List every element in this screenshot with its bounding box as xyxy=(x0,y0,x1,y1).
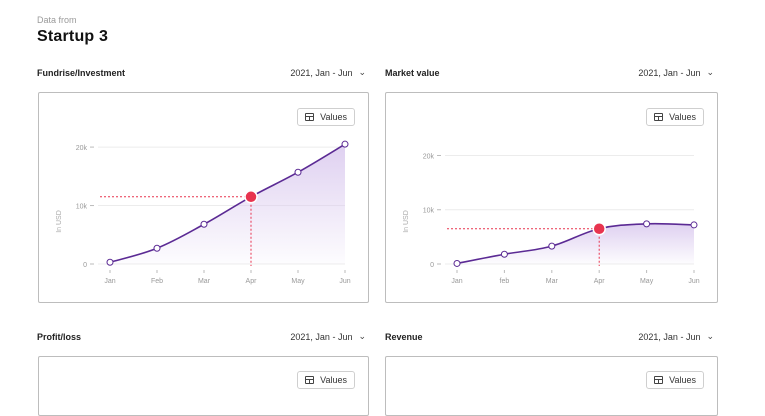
chevron-down-icon: ⌄ xyxy=(358,67,366,77)
section-title-fundrise: Fundrise/Investment xyxy=(37,68,126,78)
data-point xyxy=(341,140,349,148)
x-tick-label: feb xyxy=(500,278,510,285)
data-point xyxy=(643,220,651,228)
table-icon xyxy=(654,113,664,121)
x-tick-label: May xyxy=(291,278,305,285)
table-icon xyxy=(305,376,315,384)
range-select-fundrise[interactable]: 2021, Jan - Jun ⌄ xyxy=(290,67,366,78)
range-select-revenue[interactable]: 2021, Jan - Jun ⌄ xyxy=(638,331,714,342)
chart-card-revenue: Values xyxy=(385,356,718,416)
y-tick-label: 0 xyxy=(430,262,434,269)
range-label: 2021, Jan - Jun xyxy=(638,331,701,342)
y-tick-label: 10k xyxy=(423,208,435,215)
x-tick-label: Jan xyxy=(104,278,115,285)
series-line xyxy=(456,222,695,265)
range-label: 2021, Jan - Jun xyxy=(290,331,353,342)
x-tick-label: Apr xyxy=(246,278,258,285)
table-icon xyxy=(305,113,315,121)
chevron-down-icon: ⌄ xyxy=(706,331,714,341)
data-point xyxy=(500,250,508,258)
x-tick-label: Feb xyxy=(151,278,163,285)
y-axis-label: In USD xyxy=(403,210,410,233)
values-button-label: Values xyxy=(320,112,347,122)
area-fill xyxy=(110,144,345,264)
y-axis-label: In USD xyxy=(56,210,63,233)
section-title-profit: Profit/loss xyxy=(37,332,82,342)
data-point xyxy=(200,220,208,228)
x-tick-label: May xyxy=(640,278,654,285)
values-button-label: Values xyxy=(669,375,696,385)
values-button[interactable]: Values xyxy=(297,108,355,126)
data-point-highlight xyxy=(592,221,606,236)
page-title: Startup 3 xyxy=(37,28,109,45)
x-tick-label: Mar xyxy=(198,278,211,285)
y-tick-label: 0 xyxy=(83,262,87,269)
range-label: 2021, Jan - Jun xyxy=(290,67,353,78)
x-tick-label: Jan xyxy=(451,278,462,285)
chart-fundrise: 0 10k 20k In USD Jan Feb Mar Apr May Jun xyxy=(56,140,351,285)
data-point xyxy=(548,242,556,250)
values-button-label: Values xyxy=(320,375,347,385)
values-button[interactable]: Values xyxy=(646,108,704,126)
x-tick-label: Apr xyxy=(594,278,606,285)
values-button[interactable]: Values xyxy=(297,371,355,389)
range-select-market[interactable]: 2021, Jan - Jun ⌄ xyxy=(638,67,714,78)
range-select-profit[interactable]: 2021, Jan - Jun ⌄ xyxy=(290,331,366,342)
table-icon xyxy=(654,376,664,384)
chart-market: 0 10k 20k In USD Jan feb Mar Apr May Jun xyxy=(403,153,700,285)
values-button-label: Values xyxy=(669,112,696,122)
x-tick-label: Jun xyxy=(339,278,350,285)
data-point xyxy=(690,221,698,229)
series-line xyxy=(109,143,346,264)
data-point xyxy=(453,259,461,267)
range-label: 2021, Jan - Jun xyxy=(638,67,701,78)
chevron-down-icon: ⌄ xyxy=(358,331,366,341)
y-tick-label: 10k xyxy=(76,204,88,211)
chart-card-fundrise: Values 0 10k 20k In USD Jan Feb Mar Apr May Jun xyxy=(38,92,369,303)
chevron-down-icon: ⌄ xyxy=(706,67,714,77)
x-tick-label: Mar xyxy=(546,278,559,285)
section-title-market: Market value xyxy=(385,68,440,78)
y-tick-label: 20k xyxy=(76,145,88,152)
section-title-revenue: Revenue xyxy=(385,332,423,342)
data-point-highlight xyxy=(244,190,258,204)
values-button[interactable]: Values xyxy=(646,371,704,389)
chart-card-profit: Values xyxy=(38,356,369,416)
chart-card-market: Values 0 10k 20k In USD Jan feb Mar Apr May Jun xyxy=(385,92,718,303)
data-point xyxy=(106,258,114,266)
y-tick-label: 20k xyxy=(423,153,435,160)
x-tick-label: Jun xyxy=(688,278,699,285)
area-fill xyxy=(457,223,694,264)
data-point xyxy=(153,244,161,252)
eyebrow-label: Data from xyxy=(37,15,77,25)
data-point xyxy=(294,168,302,176)
